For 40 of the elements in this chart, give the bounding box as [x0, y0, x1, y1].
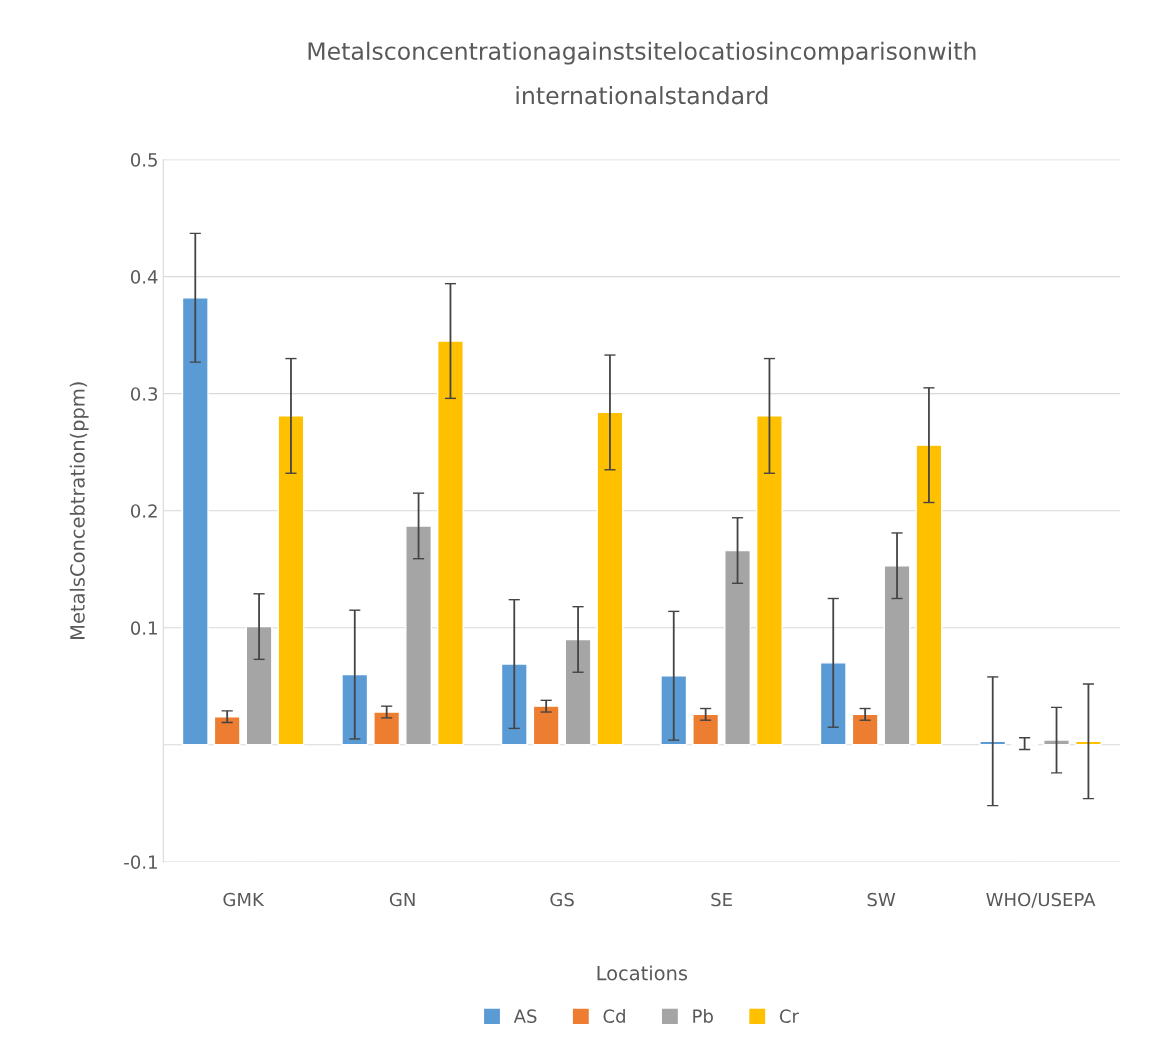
bar: [564, 638, 592, 746]
legend-label: AS: [513, 1009, 537, 1023]
bar: [660, 675, 688, 746]
y-tick-label: 0.2: [131, 504, 157, 518]
bar: [915, 444, 943, 746]
bar: [1043, 739, 1070, 746]
y-tick-label: 0.3: [131, 387, 158, 401]
bar: [819, 662, 847, 746]
bar: [405, 525, 433, 746]
x-tick-label: GN: [389, 892, 415, 907]
bar: [373, 711, 401, 746]
x-tick-label: SE: [711, 892, 732, 907]
y-tick-label: 0.1: [131, 621, 157, 635]
chart-title: Metalsconcentrationagainstsitelocatiosincomparisonwith internationalstandard: [308, 41, 976, 105]
y-tick-label: 0.5: [131, 153, 157, 167]
x-axis-title: Locations: [597, 965, 688, 981]
x-tick-label: GMK: [223, 892, 265, 907]
bar: [341, 673, 369, 746]
bar: [851, 713, 879, 746]
bar: [437, 340, 464, 746]
legend-label: Cd: [603, 1009, 625, 1023]
bar: [724, 549, 751, 746]
bar: [532, 705, 560, 746]
bar: [181, 297, 209, 746]
bar: [883, 565, 911, 746]
x-tick-label: WHO/USEPA: [986, 892, 1096, 908]
bar: [692, 713, 720, 746]
bar: [596, 411, 624, 746]
x-tick-label: GS: [550, 892, 574, 907]
bar: [245, 625, 273, 746]
bar: [213, 716, 241, 746]
bar: [755, 415, 783, 746]
y-axis-title: MetalsConcebtration(ppm): [69, 382, 89, 639]
legend-label: Cr: [779, 1009, 799, 1023]
bar: [277, 415, 305, 746]
y-tick-label: -0.1: [124, 855, 157, 869]
x-tick-label: SW: [867, 892, 896, 907]
legend-label: Pb: [693, 1009, 713, 1023]
bar: [500, 663, 528, 746]
y-tick-label: 0.4: [131, 270, 158, 284]
